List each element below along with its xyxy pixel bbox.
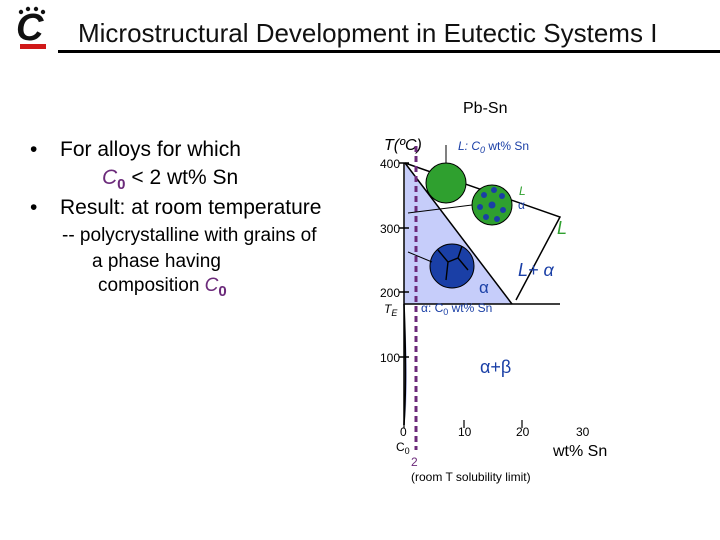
x-ticks [403, 420, 523, 428]
y-tick-label: 400 [380, 157, 400, 171]
alpha-small-label: α [518, 198, 525, 212]
y-tick-label: 200 [380, 286, 400, 300]
alpha-beta-region-label: α+β [480, 357, 511, 377]
c0-note: (room T solubility limit) [411, 470, 531, 484]
composition-symbol: C0 [102, 166, 126, 194]
y-axis-label: T(ºC) [384, 137, 422, 154]
title-divider [58, 50, 720, 53]
liquid-region-label: L [557, 218, 567, 238]
liquid-alpha-region-label: L+ α [518, 260, 555, 280]
page-title: Microstructural Development in Eutectic … [78, 18, 658, 48]
y-tick-label: 300 [380, 222, 400, 236]
composition-symbol: C0 [204, 275, 227, 300]
solidus-line [404, 162, 513, 305]
bullet-text: Result: at room temperature [60, 196, 322, 219]
alpha-composition-label: α: C0 wt% Sn [421, 301, 492, 317]
c0-label: C0 [396, 440, 410, 456]
liquid-small-label: L [519, 184, 526, 198]
bullet-dot: • [30, 138, 38, 161]
bullet-dot: • [30, 196, 38, 219]
liquid-grain-icon [425, 162, 467, 204]
bullet-item-result: • Result: at room temperature [30, 194, 321, 221]
sub-bullet-text: composition [98, 275, 205, 296]
bullet-item-condition: C0 < 2 wt% Sn [102, 164, 238, 198]
x-tick-label: 0 [400, 425, 407, 439]
alpha-grain-icon [429, 243, 475, 289]
university-logo: C [16, 6, 46, 49]
eutectic-temp-label: TE [384, 302, 398, 318]
grain-boundary [437, 245, 469, 281]
bullet-item-alloys: • For alloys for which [30, 136, 241, 163]
sub-bullet-line-3: composition C0 [98, 272, 227, 305]
liquid-composition-label: L: C0 wt% Sn [458, 139, 529, 155]
diagram-system-label: Pb-Sn [463, 100, 508, 117]
y-tick-label: 100 [380, 351, 400, 365]
sub-bullet-line-1: -- polycrystalline with grains of [62, 225, 317, 246]
alpha-nuclei [477, 187, 506, 222]
alpha-region-label: α [479, 278, 489, 297]
c0-value: 2 [411, 455, 418, 469]
sub-bullet-line-2: a phase having [92, 251, 221, 272]
x-tick-label: 20 [516, 425, 530, 439]
x-tick-label: 10 [458, 425, 472, 439]
alpha-phase-region [404, 163, 512, 425]
x-axis-unit: wt% Sn [552, 443, 607, 460]
liquidus-line [404, 162, 562, 301]
condition-text: < 2 wt% Sn [125, 166, 239, 189]
bullet-text: For alloys for which [60, 138, 241, 161]
x-tick-label: 30 [576, 425, 590, 439]
y-ticks [399, 162, 409, 358]
